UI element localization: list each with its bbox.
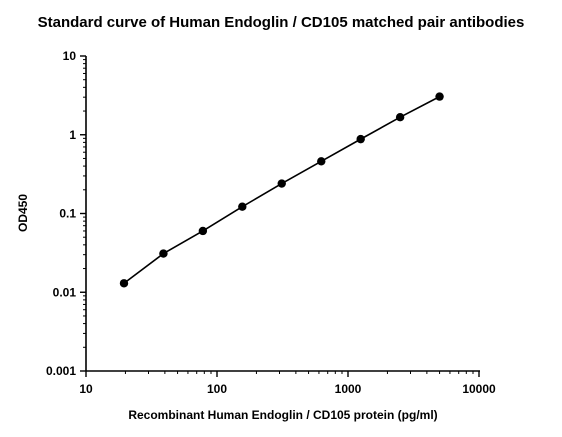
y-tick-label: 1 — [69, 128, 76, 142]
y-axis-label: OD450 — [16, 194, 30, 232]
data-point — [435, 92, 444, 101]
y-tick-label: 10 — [63, 49, 77, 63]
y-axis-ticks: 0.001 0.01 0.1 1 10 — [46, 49, 86, 378]
data-point — [159, 249, 168, 258]
y-tick-label: 0.1 — [59, 207, 76, 221]
x-tick-label: 10000 — [462, 382, 496, 396]
x-axis-ticks: 10 100 1000 10000 — [79, 371, 496, 396]
data-point — [198, 226, 208, 236]
x-axis-label: Recombinant Human Endoglin / CD105 prote… — [128, 408, 437, 422]
chart-title: Standard curve of Human Endoglin / CD105… — [38, 14, 525, 31]
series-line — [123, 95, 440, 284]
data-points — [119, 92, 444, 288]
data-point — [356, 134, 365, 144]
y-tick-label: 0.01 — [53, 285, 77, 299]
data-point — [277, 179, 286, 188]
plot-area: 0.001 0.01 0.1 1 10 10 100 1000 10000 — [46, 49, 496, 396]
data-point — [119, 279, 129, 288]
x-tick-label: 10 — [79, 382, 93, 396]
x-tick-label: 100 — [207, 382, 227, 396]
y-tick-label: 0.001 — [46, 364, 76, 378]
x-tick-label: 1000 — [335, 382, 362, 396]
data-point — [317, 157, 326, 166]
data-point — [238, 202, 247, 211]
data-point — [395, 113, 405, 122]
